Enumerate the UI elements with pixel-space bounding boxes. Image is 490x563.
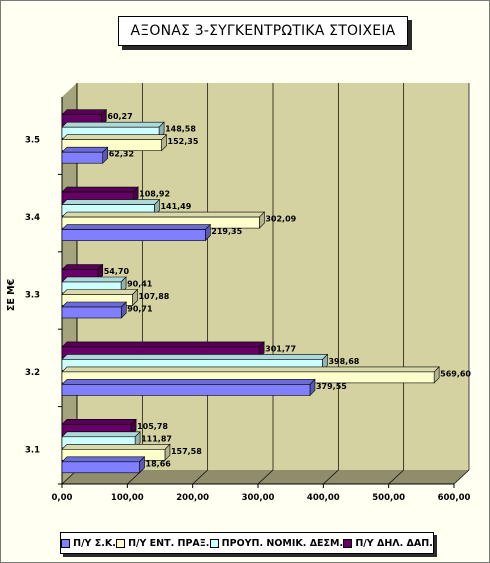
x-tick-label: 400,00 bbox=[307, 493, 340, 503]
bar-top-face bbox=[61, 366, 440, 373]
bar-top-face bbox=[61, 121, 165, 128]
bar-top-face bbox=[61, 264, 104, 270]
legend-label-1: Π/Υ ΕΝΤ. ΠΡΑΞ. bbox=[128, 537, 210, 549]
bar-top-face bbox=[61, 354, 329, 360]
bar bbox=[61, 139, 162, 151]
bar-top-face bbox=[61, 211, 266, 218]
bar bbox=[61, 229, 206, 241]
legend-label-2: ΠΡΟΥΠ. ΝΟΜΙΚ. ΔΕΣΜ. bbox=[221, 537, 344, 549]
bar bbox=[61, 151, 104, 164]
bar-top-face bbox=[61, 146, 109, 153]
y-tick-label: 3.1 bbox=[25, 445, 40, 455]
x-tick-label: 500,00 bbox=[372, 493, 405, 503]
bar-top-face bbox=[61, 443, 171, 450]
bar-top-face bbox=[61, 418, 137, 425]
bar-value-label: 111,87 bbox=[141, 434, 172, 443]
bar-value-label: 90,41 bbox=[127, 280, 153, 289]
bar bbox=[61, 384, 311, 396]
bar-value-label: 148,58 bbox=[165, 125, 196, 134]
legend: Π/Υ Σ.Κ. Π/Υ ΕΝΤ. ΠΡΑΞ. ΠΡΟΥΠ. ΝΟΜΙΚ. ΔΕ… bbox=[60, 532, 434, 554]
bar-value-label: 18,66 bbox=[146, 459, 172, 468]
y-tick-label: 3.4 bbox=[25, 213, 40, 223]
bar-value-label: 302,09 bbox=[265, 215, 296, 224]
legend-item-1: Π/Υ ΕΝΤ. ΠΡΑΞ. bbox=[116, 538, 209, 549]
bar-value-label: 301,77 bbox=[265, 344, 296, 353]
bar-value-label: 108,92 bbox=[139, 190, 170, 199]
bar-top-face bbox=[61, 301, 127, 308]
y-tick-label: 3.3 bbox=[25, 291, 40, 301]
bar-top-face bbox=[61, 109, 108, 115]
bar-top-face bbox=[61, 456, 146, 463]
bar-top-face bbox=[61, 199, 161, 205]
bar-top-face bbox=[61, 186, 139, 193]
y-tick-label: 3.2 bbox=[25, 368, 40, 378]
bar-top-face bbox=[61, 379, 316, 385]
x-tick-label: 100,00 bbox=[111, 493, 144, 503]
legend-item-3: Π/Υ ΔΗΛ. ΔΑΠ. bbox=[343, 537, 433, 549]
bar-top-face bbox=[61, 341, 265, 348]
bar-top-face bbox=[61, 134, 168, 140]
legend-label-0: Π/Υ Σ.Κ. bbox=[73, 537, 116, 549]
bar-value-label: 62,32 bbox=[109, 150, 134, 159]
bar-value-label: 152,35 bbox=[168, 137, 199, 146]
legend-swatch-1 bbox=[116, 538, 126, 548]
bar bbox=[61, 306, 122, 319]
floor-gridline bbox=[192, 469, 208, 485]
chart-title: ΑΞΟΝΑΣ 3-ΣΥΓΚΕΝΤΡΩΤΙΚΑ ΣΤΟΙΧΕΙΑ bbox=[118, 16, 408, 46]
bar-value-label: 398,68 bbox=[328, 357, 359, 366]
bar-value-label: 157,58 bbox=[171, 447, 202, 456]
legend-label-3: Π/Υ ΔΗΛ. ΔΑΠ. bbox=[355, 537, 433, 549]
bar-value-label: 141,49 bbox=[160, 202, 191, 211]
bar-value-label: 569,60 bbox=[440, 369, 471, 378]
legend-swatch-3 bbox=[343, 538, 353, 548]
bar-value-label: 54,70 bbox=[104, 267, 130, 276]
bar-value-label: 105,78 bbox=[137, 422, 168, 431]
floor-gridline bbox=[323, 469, 339, 485]
bar-top-face bbox=[61, 276, 127, 283]
y-axis-title: ΣΕ Μ€ bbox=[6, 279, 17, 311]
legend-item-2: ΠΡΟΥΠ. ΝΟΜΙΚ. ΔΕΣΜ. bbox=[209, 537, 344, 549]
bar-value-label: 107,88 bbox=[138, 292, 169, 301]
bar-top-face bbox=[61, 224, 212, 230]
floor-gridline bbox=[453, 469, 470, 485]
bar-value-label: 60,27 bbox=[107, 112, 132, 121]
bar-value-label: 90,71 bbox=[127, 305, 153, 314]
x-tick-label: 0,00 bbox=[52, 493, 73, 503]
bar-top-face bbox=[61, 431, 141, 438]
x-tick-label: 300,00 bbox=[242, 493, 275, 503]
x-tick-label: 200,00 bbox=[176, 493, 209, 503]
legend-item-0: Π/Υ Σ.Κ. bbox=[61, 538, 116, 549]
bar-top-face bbox=[61, 289, 139, 295]
y-tick-label: 3.5 bbox=[25, 136, 40, 146]
legend-swatch-2 bbox=[209, 538, 219, 548]
x-tick-label: 600,00 bbox=[438, 493, 471, 503]
floor-gridline bbox=[257, 469, 274, 485]
floor-gridline bbox=[388, 469, 404, 485]
bar-value-label: 219,35 bbox=[211, 227, 242, 236]
bar bbox=[61, 461, 140, 474]
bar-value-label: 379,55 bbox=[316, 382, 347, 391]
legend-swatch-0 bbox=[61, 538, 71, 548]
